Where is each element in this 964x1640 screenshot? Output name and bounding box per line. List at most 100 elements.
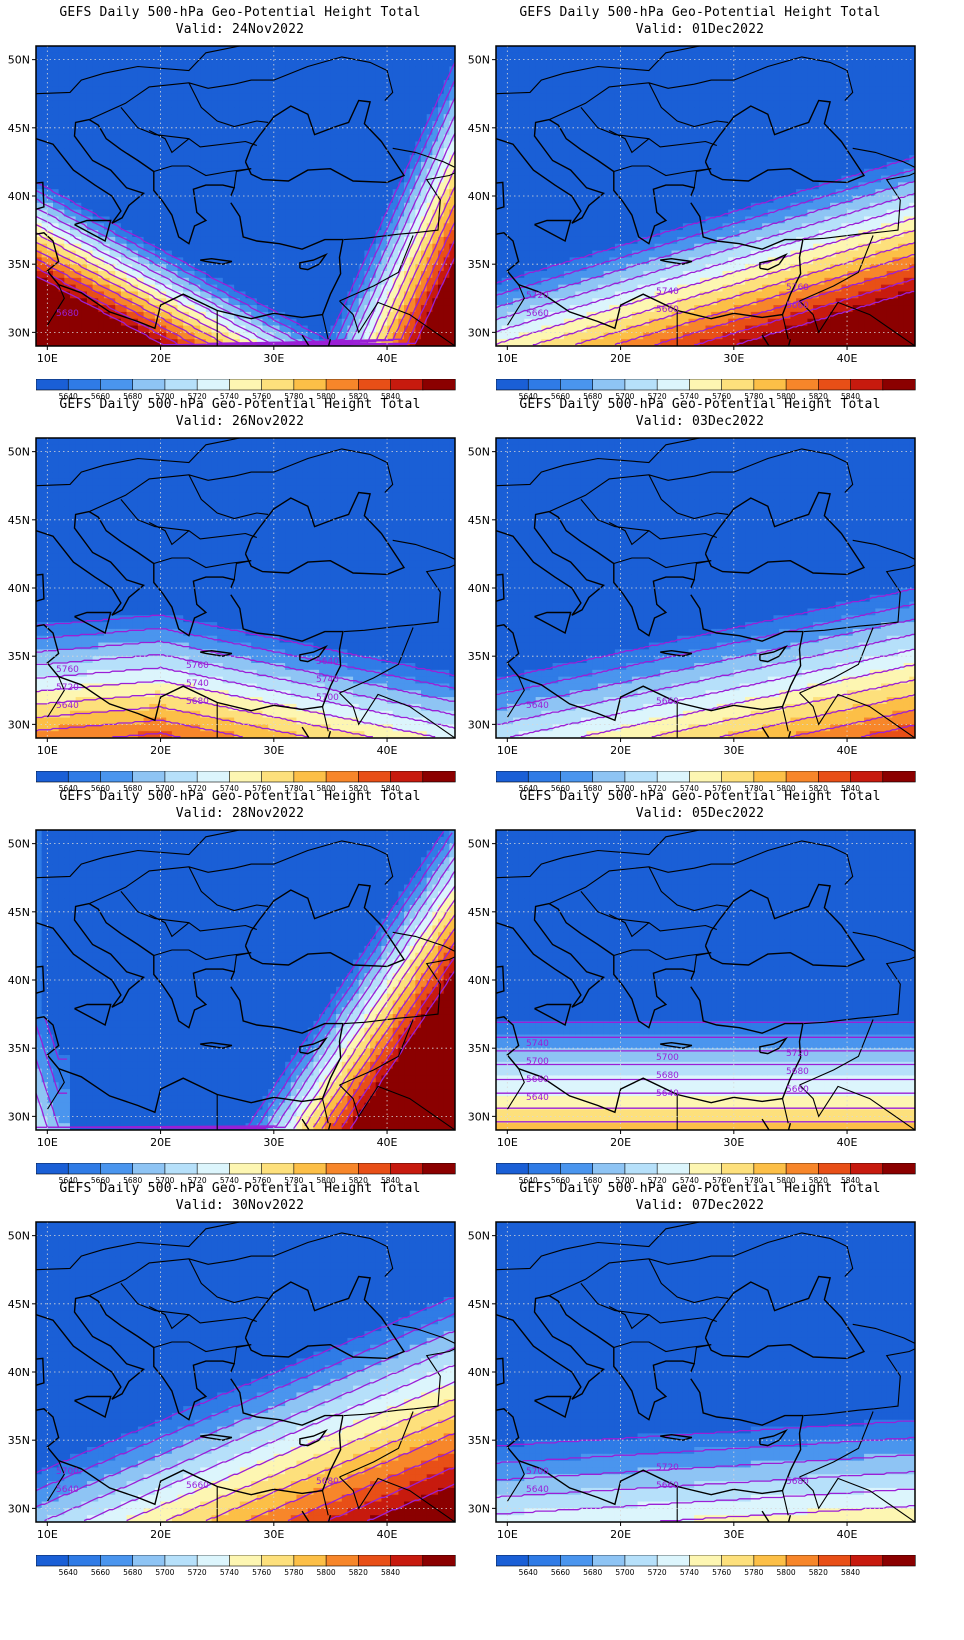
field-cell: [290, 298, 298, 306]
field-cell: [166, 202, 173, 211]
field-cell: [541, 298, 548, 306]
field-cell: [648, 189, 656, 197]
field-cell: [143, 134, 150, 143]
field-cell: [120, 196, 128, 204]
field-cell: [375, 66, 382, 74]
field-cell: [86, 52, 94, 61]
field-cell: [296, 114, 303, 122]
field-cell: [217, 121, 224, 129]
field-cell: [438, 209, 445, 218]
field-cell: [426, 325, 433, 333]
field-cell: [273, 318, 281, 327]
field-cell: [347, 141, 354, 149]
field-cell: [251, 298, 258, 306]
field-cell: [609, 175, 616, 183]
field-cell: [58, 250, 65, 258]
field-cell: [52, 141, 60, 149]
field-cell: [620, 86, 627, 95]
field-cell: [541, 250, 548, 258]
field-cell: [137, 107, 145, 115]
field-cell: [211, 189, 218, 197]
field-cell: [381, 114, 388, 122]
field-cell: [126, 52, 133, 61]
field-cell: [631, 230, 639, 238]
field-cell: [166, 134, 173, 143]
field-cell: [234, 243, 241, 252]
field-cell: [541, 236, 548, 245]
field-cell: [154, 121, 162, 129]
field-cell: [682, 134, 690, 143]
field-cell: [524, 271, 531, 279]
field-cell: [222, 73, 230, 81]
field-cell: [699, 325, 707, 333]
field-cell: [205, 223, 213, 231]
field-cell: [273, 189, 281, 197]
field-cell: [239, 148, 247, 156]
field-cell: [694, 141, 701, 149]
field-cell: [546, 59, 554, 68]
field-cell: [239, 86, 247, 95]
field-cell: [643, 100, 650, 108]
field-cell: [154, 209, 162, 218]
field-cell: [592, 257, 599, 265]
field-cell: [671, 93, 678, 102]
field-cell: [52, 291, 60, 299]
field-cell: [426, 182, 433, 190]
field-cell: [580, 291, 588, 299]
field-cell: [64, 209, 71, 218]
field-cell: [222, 114, 230, 122]
field-cell: [586, 155, 593, 163]
field-cell: [132, 107, 139, 115]
field-cell: [268, 216, 275, 224]
field-cell: [432, 311, 439, 320]
field-cell: [217, 236, 224, 245]
field-cell: [69, 161, 77, 170]
field-cell: [609, 52, 616, 61]
field-cell: [660, 216, 667, 224]
field-cell: [654, 332, 661, 340]
field-cell: [64, 182, 71, 190]
field-cell: [375, 161, 382, 170]
colorbar-label: 5820: [349, 392, 368, 401]
field-cell: [449, 250, 455, 258]
field-cell: [149, 86, 156, 95]
field-cell: [654, 325, 661, 333]
field-cell: [569, 243, 576, 252]
field-cell: [319, 202, 326, 211]
field-cell: [222, 107, 230, 115]
field-cell: [660, 243, 667, 252]
field-cell: [409, 66, 416, 74]
field-cell: [597, 182, 605, 190]
field-cell: [154, 202, 162, 211]
field-cell: [296, 271, 303, 279]
field-cell: [166, 121, 173, 129]
field-cell: [529, 189, 537, 197]
field-cell: [228, 155, 235, 163]
field-cell: [614, 305, 622, 313]
field-cell: [535, 325, 542, 333]
field-cell: [171, 202, 179, 211]
field-cell: [36, 66, 43, 74]
field-cell: [103, 264, 111, 272]
field-cell: [375, 230, 382, 238]
field-cell: [409, 236, 416, 245]
field-cell: [432, 107, 439, 115]
field-cell: [92, 325, 99, 333]
field-cell: [319, 114, 326, 122]
field-cell: [671, 325, 678, 333]
field-cell: [143, 121, 150, 129]
field-cell: [307, 305, 315, 313]
field-cell: [671, 175, 678, 183]
field-cell: [432, 86, 439, 95]
field-cell: [154, 52, 162, 61]
field-cell: [239, 257, 247, 265]
field-cell: [188, 291, 196, 299]
field-cell: [660, 66, 667, 74]
field-cell: [501, 161, 508, 170]
field-cell: [69, 59, 77, 68]
field-cell: [694, 339, 701, 346]
field-cell: [404, 168, 411, 177]
field-cell: [381, 243, 388, 252]
field-cell: [217, 209, 224, 218]
field-cell: [643, 202, 650, 211]
